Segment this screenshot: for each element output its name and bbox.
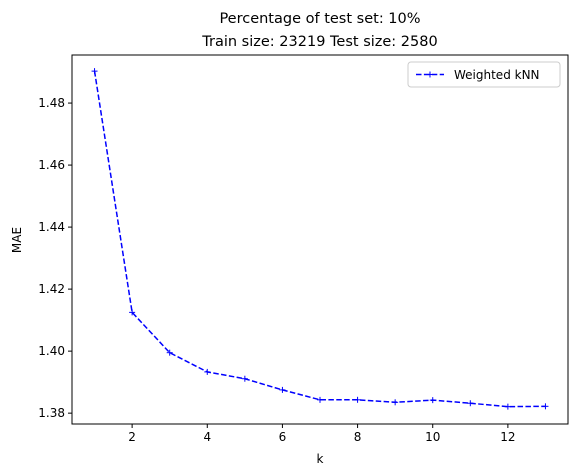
data-point-marker	[279, 386, 286, 393]
x-tick-label: 4	[203, 430, 211, 444]
data-point-marker	[392, 399, 399, 406]
y-tick-label: 1.44	[38, 220, 65, 234]
data-point-marker	[542, 403, 549, 410]
y-axis-label: MAE	[10, 227, 24, 253]
y-tick-label: 1.42	[38, 282, 65, 296]
data-point-marker	[317, 396, 323, 403]
x-tick-label: 8	[354, 430, 362, 444]
y-tick-label: 1.48	[38, 96, 65, 110]
data-point-marker	[467, 400, 474, 407]
data-point-marker	[429, 397, 436, 404]
data-point-marker	[129, 309, 136, 316]
x-axis-label: k	[317, 452, 324, 466]
x-tick-label: 6	[279, 430, 287, 444]
data-point-marker	[204, 368, 211, 375]
legend: Weighted kNN	[407, 61, 561, 88]
data-point-marker	[91, 68, 98, 75]
y-tick-label: 1.40	[38, 344, 65, 358]
legend-label: Weighted kNN	[454, 68, 540, 82]
x-tick-label: 2	[128, 430, 136, 444]
data-point-marker	[241, 375, 248, 382]
x-axis-ticks: 2 4 6 8 10 12	[128, 424, 516, 444]
y-tick-label: 1.46	[38, 158, 65, 172]
plot-area	[91, 68, 549, 410]
y-tick-label: 1.38	[38, 406, 65, 420]
legend-marker-sample	[427, 71, 433, 78]
data-point-marker	[354, 396, 361, 403]
y-axis-ticks: 1.38 1.40 1.42 1.44 1.46 1.48	[38, 96, 72, 420]
legend-box	[407, 61, 561, 88]
x-tick-label: 12	[500, 430, 515, 444]
chart-title-line-1: Percentage of test set: 10%	[219, 11, 420, 27]
x-tick-label: 10	[425, 430, 440, 444]
axes-frame	[71, 54, 569, 425]
data-point-marker	[166, 349, 173, 356]
data-point-marker	[504, 403, 511, 410]
chart-title-line-2: Train size: 23219 Test size: 2580	[201, 34, 437, 50]
